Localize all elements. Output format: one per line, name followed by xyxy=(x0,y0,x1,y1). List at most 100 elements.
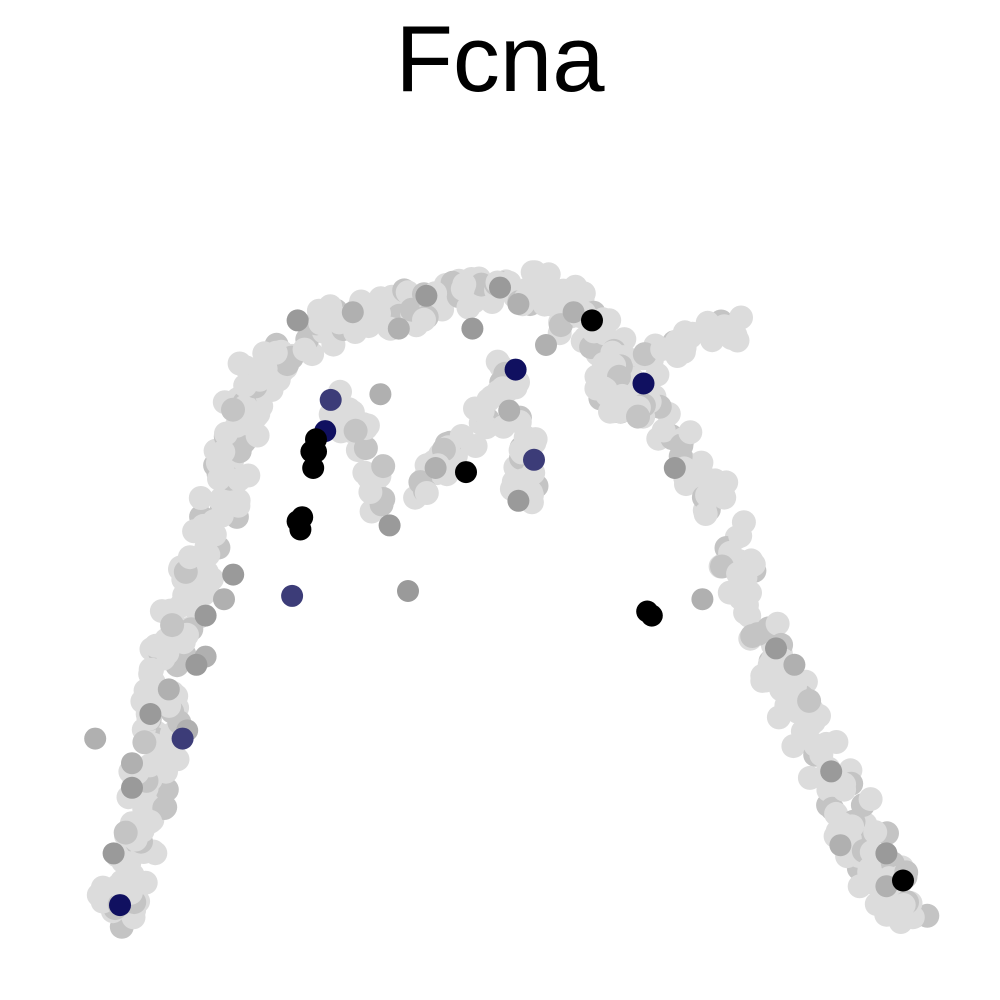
chart-title: Fcna xyxy=(395,6,605,111)
mid-expression-point xyxy=(213,588,235,611)
mid-expression-point xyxy=(562,301,585,324)
mid-expression-point xyxy=(84,727,107,750)
background-point xyxy=(650,337,675,362)
high-expression-point xyxy=(281,584,304,607)
background-point xyxy=(179,587,204,612)
mid-expression-point xyxy=(507,489,530,512)
background-point xyxy=(196,542,221,567)
high-expression-point xyxy=(504,358,527,381)
background-point xyxy=(153,795,178,820)
high-expression-point xyxy=(455,461,477,484)
background-point xyxy=(511,468,536,493)
background-point xyxy=(452,272,477,297)
background-point xyxy=(762,659,787,684)
mid-expression-point xyxy=(829,834,852,857)
background-point xyxy=(193,524,218,549)
background-point xyxy=(353,436,378,461)
background-point xyxy=(140,657,164,682)
mid-expression-point xyxy=(286,309,309,332)
mid-expression-point xyxy=(498,399,521,422)
background-point xyxy=(263,340,288,365)
background-point xyxy=(236,463,261,488)
background-point xyxy=(693,502,718,526)
mid-points-layer xyxy=(84,276,898,898)
mid-expression-point xyxy=(102,842,125,865)
background-point xyxy=(226,493,251,518)
mid-expression-point xyxy=(765,637,787,660)
mid-expression-point xyxy=(222,563,245,586)
background-point xyxy=(864,892,889,917)
mid-expression-point xyxy=(341,301,364,324)
mid-expression-point xyxy=(194,604,217,627)
background-point xyxy=(343,320,368,344)
background-point xyxy=(536,262,561,287)
mid-expression-point xyxy=(121,776,143,799)
background-point xyxy=(188,486,213,510)
mid-expression-point xyxy=(461,317,484,340)
mid-expression-point xyxy=(875,875,898,898)
background-point xyxy=(858,787,883,812)
background-point xyxy=(678,324,703,349)
background-point xyxy=(343,418,368,443)
mid-expression-point xyxy=(415,284,438,307)
high-expression-point xyxy=(319,388,342,411)
mid-expression-point xyxy=(369,383,392,406)
background-point xyxy=(221,397,245,422)
background-point xyxy=(711,482,735,507)
background-point xyxy=(90,875,115,900)
background-point xyxy=(177,545,202,570)
high-expression-point xyxy=(286,510,309,533)
high-expression-point xyxy=(171,727,194,750)
background-point xyxy=(840,814,865,839)
high-expression-point xyxy=(640,604,663,627)
mid-expression-point xyxy=(185,653,208,676)
background-point xyxy=(368,286,393,311)
background-point xyxy=(412,307,436,332)
background-point xyxy=(138,809,163,834)
background-point xyxy=(371,454,396,479)
background-point xyxy=(113,820,138,845)
background-point xyxy=(160,613,185,638)
background-point xyxy=(132,730,157,755)
mid-expression-point xyxy=(663,457,686,479)
background-point xyxy=(678,467,703,492)
background-point xyxy=(765,611,790,636)
mid-expression-point xyxy=(489,276,511,299)
background-point xyxy=(474,415,499,440)
background-point xyxy=(797,688,822,713)
background-point xyxy=(211,439,236,464)
high-points-layer xyxy=(109,309,914,917)
background-point xyxy=(731,510,756,535)
mid-expression-point xyxy=(820,760,843,783)
mid-expression-point xyxy=(397,580,419,602)
background-point xyxy=(308,311,333,335)
mid-expression-point xyxy=(875,842,898,865)
mid-expression-point xyxy=(121,752,143,775)
background-point xyxy=(490,376,515,401)
background-point xyxy=(803,733,828,758)
background-point xyxy=(414,481,439,505)
background-point xyxy=(678,420,703,445)
background-point xyxy=(888,910,913,934)
background-point xyxy=(725,328,750,353)
high-expression-point xyxy=(892,869,914,892)
background-point xyxy=(626,404,650,429)
background-point xyxy=(199,566,224,591)
background-point xyxy=(358,480,383,504)
mid-expression-point xyxy=(507,293,530,315)
high-expression-point xyxy=(305,428,327,451)
background-point xyxy=(513,425,538,450)
mid-expression-point xyxy=(139,703,162,725)
background-point xyxy=(797,765,822,790)
background-point xyxy=(292,337,317,362)
background-point xyxy=(651,418,676,443)
mid-expression-point xyxy=(424,457,447,479)
background-point xyxy=(739,553,764,578)
mid-expression-point xyxy=(535,334,557,356)
mid-expression-point xyxy=(387,317,410,340)
high-expression-point xyxy=(632,372,655,395)
background-point xyxy=(863,820,888,845)
background-point xyxy=(449,424,474,448)
high-expression-point xyxy=(523,448,545,471)
